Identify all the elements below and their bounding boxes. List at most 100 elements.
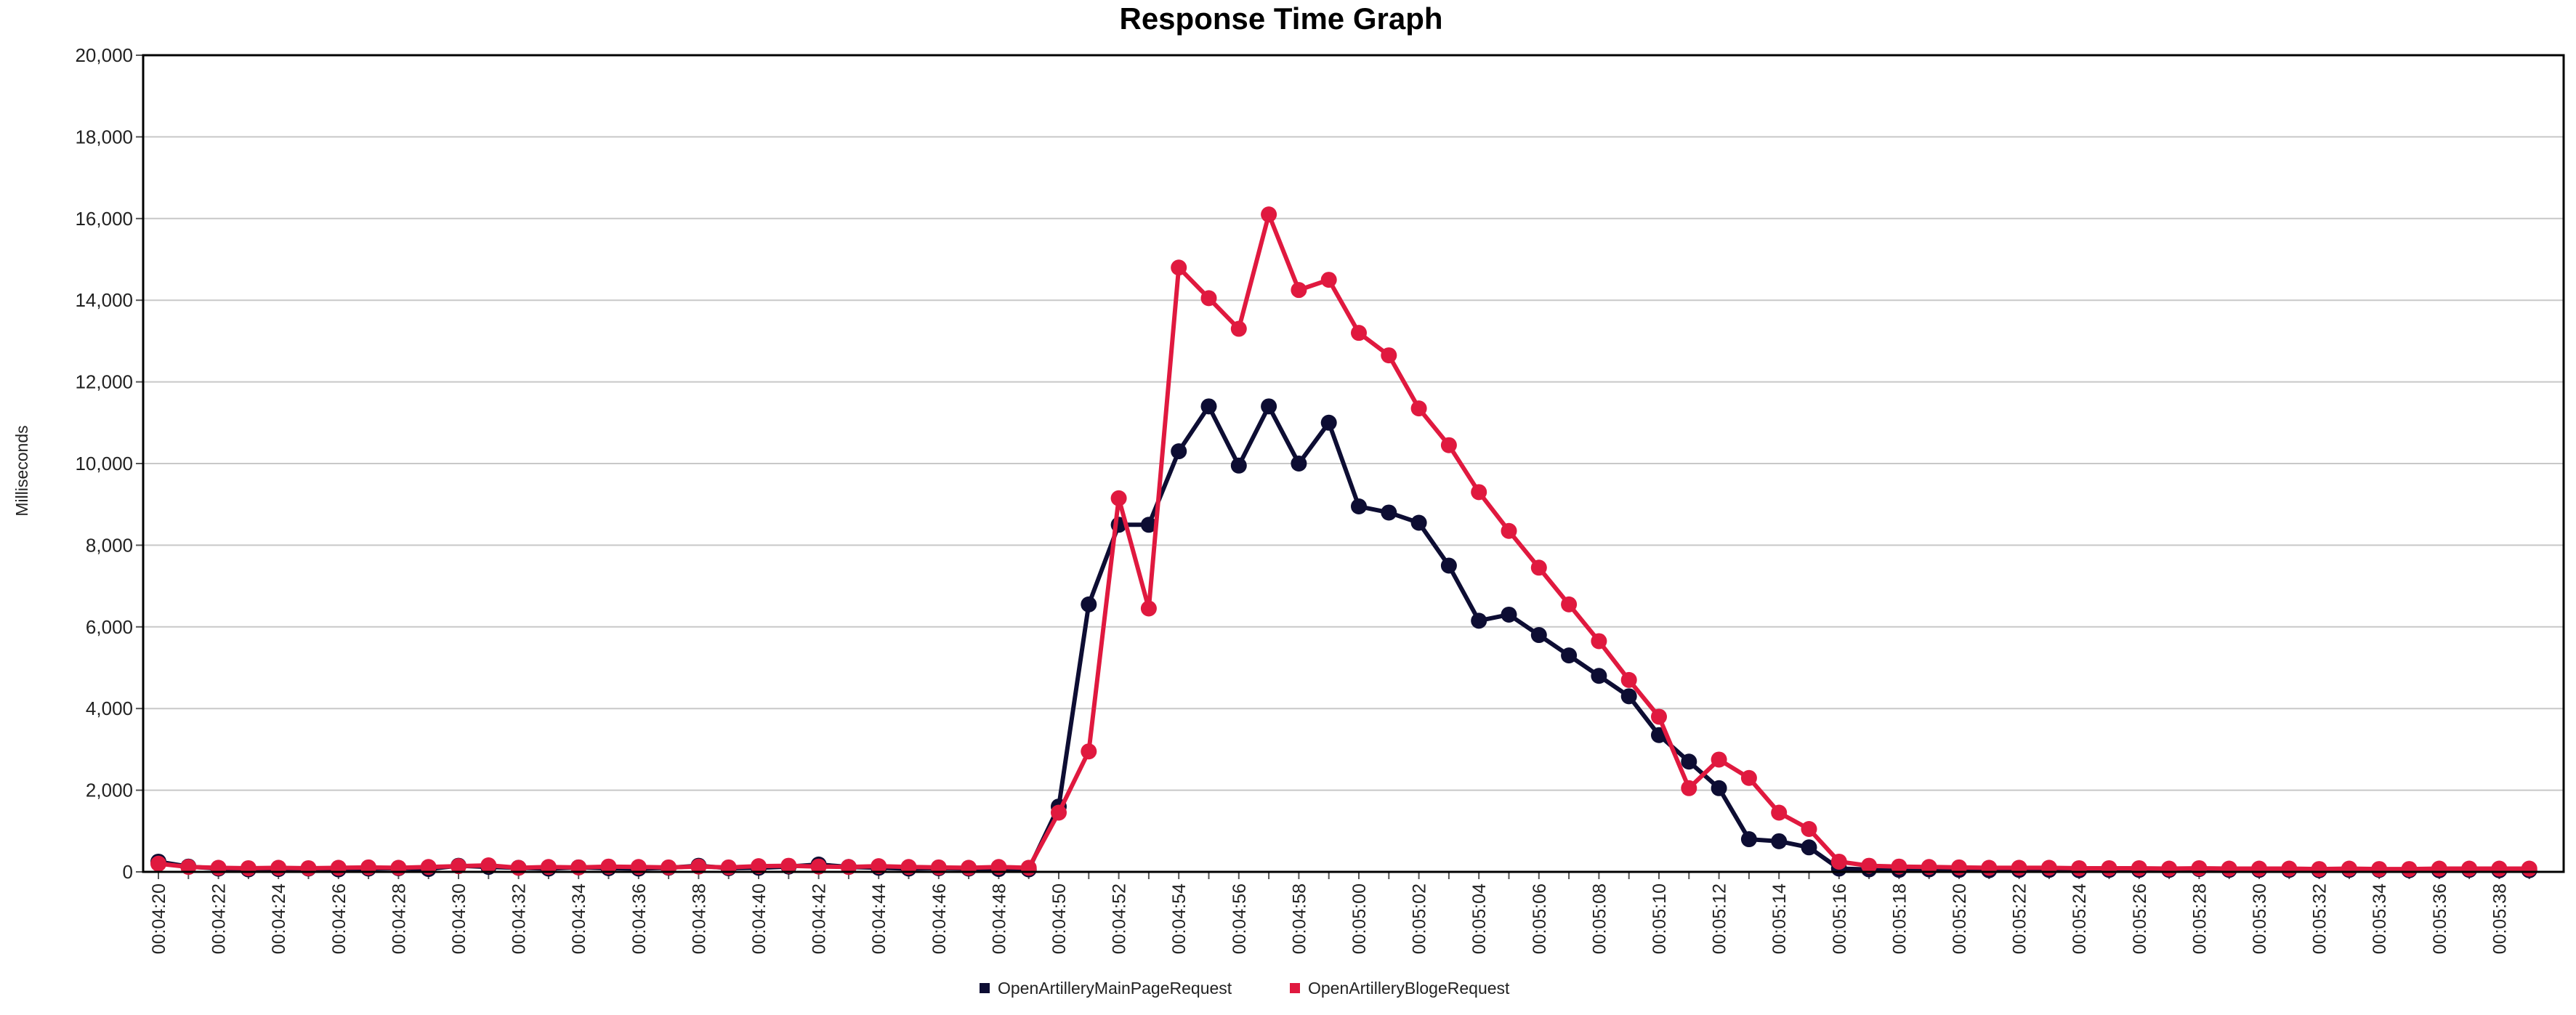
data-point [1771, 833, 1788, 849]
legend-label: OpenArtilleryBlogeRequest [1308, 979, 1510, 998]
data-point [690, 858, 707, 875]
x-tick-label: 00:05:04 [1469, 883, 1490, 954]
data-point [1620, 671, 1637, 688]
y-tick-label: 12,000 [75, 371, 133, 393]
data-point [1501, 606, 1517, 623]
x-tick-label: 00:05:08 [1589, 883, 1610, 954]
data-point [300, 860, 317, 876]
x-tick-label: 00:04:52 [1110, 883, 1130, 954]
x-tick-label: 00:05:32 [2310, 883, 2330, 954]
data-point [1861, 857, 1878, 874]
data-point [2221, 860, 2237, 877]
data-point [390, 860, 407, 876]
x-tick-label: 00:05:20 [1950, 883, 1970, 954]
data-point [1981, 860, 1998, 876]
x-tick-label: 00:04:26 [329, 883, 350, 954]
data-point [1951, 859, 1967, 876]
data-point [1291, 456, 1307, 472]
data-point [1171, 443, 1187, 460]
legend-swatch [1290, 983, 1300, 993]
data-point [1801, 839, 1817, 856]
x-tick-label: 00:05:30 [2250, 883, 2270, 954]
data-point [2311, 861, 2327, 878]
x-tick-label: 00:04:48 [989, 883, 1009, 954]
data-point [2341, 860, 2357, 877]
data-point [1440, 437, 1457, 453]
data-point [1471, 484, 1487, 501]
x-tick-label: 00:05:14 [1769, 883, 1790, 954]
data-point [1530, 559, 1547, 576]
x-tick-label: 00:05:02 [1410, 883, 1430, 954]
y-tick-label: 16,000 [75, 208, 133, 230]
y-axis-ticks: 0 2,000 4,000 6,000 8,000 10,000 12,000 14,000 1… [75, 44, 143, 883]
data-point [1591, 633, 1607, 650]
data-point [1740, 769, 1757, 786]
x-tick-label: 00:05:36 [2430, 883, 2450, 954]
x-tick-label: 00:05:24 [2070, 883, 2090, 954]
x-tick-label: 00:05:12 [1710, 883, 1730, 954]
x-tick-label: 00:04:34 [569, 883, 589, 954]
x-tick-label: 00:05:22 [2010, 883, 2030, 954]
data-point [1711, 780, 1727, 796]
x-tick-label: 00:04:40 [749, 883, 770, 954]
x-tick-label: 00:05:00 [1349, 883, 1370, 954]
x-tick-label: 00:05:10 [1650, 883, 1670, 954]
data-point [1320, 414, 1337, 431]
data-point [1140, 600, 1157, 617]
data-point [1501, 522, 1517, 539]
data-point [1110, 490, 1127, 506]
data-point [1200, 398, 1217, 415]
data-point [2371, 861, 2388, 878]
x-tick-label: 00:04:32 [509, 883, 530, 954]
x-tick-label: 00:05:26 [2130, 883, 2150, 954]
y-tick-label: 10,000 [75, 453, 133, 474]
data-point [1410, 400, 1427, 417]
data-point [1891, 858, 1907, 875]
x-tick-label: 00:04:28 [389, 883, 409, 954]
x-tick-label: 00:05:34 [2370, 883, 2390, 954]
data-point [1711, 751, 1727, 768]
data-point [1440, 557, 1457, 574]
data-point [1261, 398, 1277, 415]
y-tick-label: 4,000 [86, 697, 133, 719]
x-tick-label: 00:04:58 [1289, 883, 1309, 954]
data-point [2281, 860, 2298, 877]
data-point [360, 859, 377, 876]
y-tick-label: 14,000 [75, 289, 133, 311]
data-point [2191, 860, 2208, 876]
data-point [1740, 831, 1757, 848]
data-point [930, 859, 947, 876]
data-point [1591, 668, 1607, 684]
data-point [1230, 320, 1247, 337]
x-tick-label: 00:04:20 [149, 883, 169, 954]
plot-area-border [142, 54, 2565, 873]
data-point [1681, 753, 1697, 770]
series-line [158, 212, 2529, 872]
data-point [1081, 596, 1097, 612]
data-point [1320, 272, 1337, 288]
data-point [1471, 612, 1487, 629]
data-point [1081, 743, 1097, 760]
data-point [661, 859, 677, 876]
data-point [600, 858, 617, 875]
data-point [2101, 860, 2117, 876]
x-tick-label: 00:05:38 [2490, 883, 2510, 954]
x-tick-label: 00:04:36 [629, 883, 650, 954]
grid-lines [143, 136, 2564, 791]
x-tick-label: 00:05:18 [1889, 883, 1910, 954]
x-tick-label: 00:04:44 [869, 883, 889, 954]
data-point [2521, 860, 2537, 877]
data-point [1530, 627, 1547, 644]
data-point [1561, 596, 1578, 612]
data-point [720, 859, 737, 876]
data-point [210, 860, 227, 876]
data-point [1771, 804, 1788, 821]
x-tick-label: 00:04:38 [689, 883, 709, 954]
x-tick-label: 00:04:22 [209, 883, 230, 954]
data-point [1051, 804, 1067, 821]
x-tick-label: 00:04:42 [809, 883, 830, 954]
data-point [1200, 290, 1217, 307]
data-point [1140, 517, 1157, 533]
x-tick-label: 00:04:24 [269, 883, 289, 954]
y-tick-label: 20,000 [75, 44, 133, 66]
